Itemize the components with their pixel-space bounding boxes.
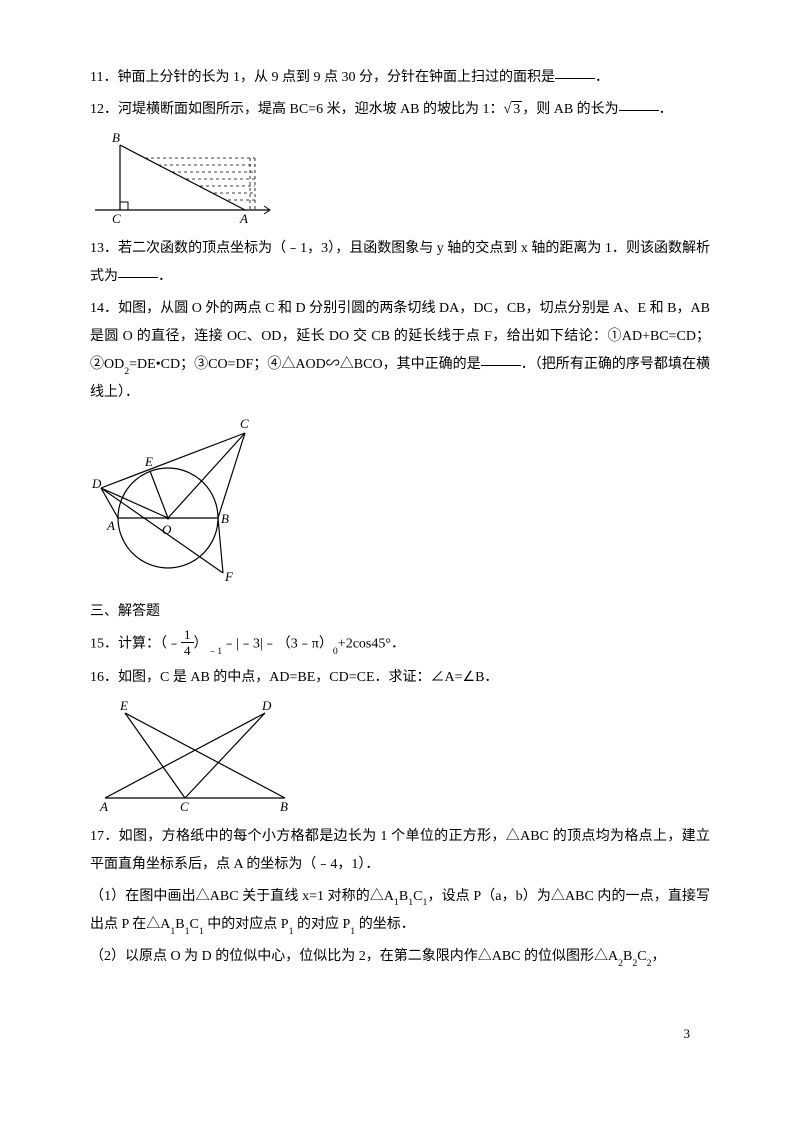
exp-neg1: ﹣1 xyxy=(208,646,223,657)
q17i: 的对应 P xyxy=(294,917,351,932)
blank-12 xyxy=(619,96,659,111)
q17c: B xyxy=(399,889,408,904)
page-number: 3 xyxy=(0,1016,800,1042)
q17l: B xyxy=(623,949,632,964)
q14-sq: 2 xyxy=(124,366,129,377)
q14-text-b: =DE•CD；③CO=DF；④△AOD∽△BCO，其中正确的是 xyxy=(129,357,481,372)
q13-tail: ． xyxy=(158,269,172,284)
sqrt-3: √3 xyxy=(504,101,523,117)
figure-q16: E D A C B xyxy=(90,698,710,813)
frac-1-4: 14 xyxy=(181,628,194,657)
q17m: C xyxy=(637,949,646,964)
svg-text:C: C xyxy=(180,799,189,813)
q15b: ） xyxy=(194,637,208,652)
question-17-2: （2）以原点 O 为 D 的位似中心，位似比为 2，在第二象限内作△ABC 的位… xyxy=(90,943,710,971)
q17b: （1）在图中画出△ABC 关于直线 x=1 对称的△A xyxy=(90,889,394,904)
figure-q12: B C A xyxy=(90,130,710,225)
q17h: 中的对应点 P xyxy=(204,917,289,932)
svg-text:C: C xyxy=(240,416,249,431)
label-C: C xyxy=(112,211,121,225)
svg-text:A: A xyxy=(99,799,108,813)
q17g: C xyxy=(190,917,199,932)
q12-tail: ． xyxy=(659,102,673,117)
q15c: ﹣|﹣3|﹣（3﹣π） xyxy=(222,637,333,652)
svg-text:O: O xyxy=(162,522,172,537)
svg-text:D: D xyxy=(261,698,272,713)
question-12: 12．河堤横断面如图所示，堤高 BC=6 米，迎水坡 AB 的坡比为 1：√3，… xyxy=(90,96,710,124)
q17n: ， xyxy=(652,949,666,964)
q17j: 的坐标． xyxy=(355,917,415,932)
section-3-text: 三、解答题 xyxy=(90,604,160,619)
svg-text:B: B xyxy=(280,799,288,813)
svg-text:F: F xyxy=(224,569,234,584)
svg-text:E: E xyxy=(144,454,153,469)
label-B: B xyxy=(112,130,120,145)
q17a: 17．如图，方格纸中的每个小方格都是边长为 1 个单位的正方形，△ABC 的顶点… xyxy=(90,829,710,872)
figure-q14: C E D A B O F xyxy=(90,413,710,588)
svg-text:E: E xyxy=(119,698,128,713)
question-13: 13．若二次函数的顶点坐标为（﹣1，3），且函数图象与 y 轴的交点到 x 轴的… xyxy=(90,235,710,291)
label-A: A xyxy=(239,211,248,225)
page-number-text: 3 xyxy=(684,1026,691,1041)
q11-text: 11．钟面上分针的长为 1，从 9 点到 9 点 30 分，分针在钟面上扫过的面… xyxy=(90,70,555,85)
question-17: 17．如图，方格纸中的每个小方格都是边长为 1 个单位的正方形，△ABC 的顶点… xyxy=(90,823,710,879)
q17k: （2）以原点 O 为 D 的位似中心，位似比为 2，在第二象限内作△ABC 的位… xyxy=(90,949,618,964)
svg-text:A: A xyxy=(106,518,115,533)
question-16: 16．如图，C 是 AB 的中点，AD=BE，CD=CE．求证：∠A=∠B． xyxy=(90,664,710,692)
question-14: 14．如图，从圆 O 外的两点 C 和 D 分别引圆的两条切线 DA，DC，CB… xyxy=(90,295,710,407)
section-3-title: 三、解答题 xyxy=(90,598,710,626)
q17d: C xyxy=(413,889,422,904)
q17f: B xyxy=(175,917,184,932)
blank-11 xyxy=(555,64,595,79)
q13-text: 13．若二次函数的顶点坐标为（﹣1，3），且函数图象与 y 轴的交点到 x 轴的… xyxy=(90,241,710,284)
question-15: 15．计算：（﹣14）﹣1﹣|﹣3|﹣（3﹣π）0+2cos45°． xyxy=(90,630,710,659)
q12-text-a: 12．河堤横断面如图所示，堤高 BC=6 米，迎水坡 AB 的坡比为 1： xyxy=(90,102,504,117)
frac-den: 4 xyxy=(181,642,194,657)
blank-13 xyxy=(118,263,158,278)
svg-text:D: D xyxy=(91,476,102,491)
q15a: 15．计算：（﹣ xyxy=(90,637,181,652)
question-17-1: （1）在图中画出△ABC 关于直线 x=1 对称的△A1B1C1，设点 P（a，… xyxy=(90,883,710,940)
q12-text-b: ，则 AB 的长为 xyxy=(522,102,618,117)
q11-tail: ． xyxy=(595,70,609,85)
q15d: +2cos45°． xyxy=(338,637,405,652)
question-11: 11．钟面上分针的长为 1，从 9 点到 9 点 30 分，分针在钟面上扫过的面… xyxy=(90,64,710,92)
blank-14 xyxy=(481,351,521,366)
frac-num: 1 xyxy=(181,628,194,642)
q16-text: 16．如图，C 是 AB 的中点，AD=BE，CD=CE．求证：∠A=∠B． xyxy=(90,670,498,685)
exp-0: 0 xyxy=(333,646,338,657)
svg-text:B: B xyxy=(221,511,229,526)
sqrt-3-radicand: 3 xyxy=(511,101,522,117)
